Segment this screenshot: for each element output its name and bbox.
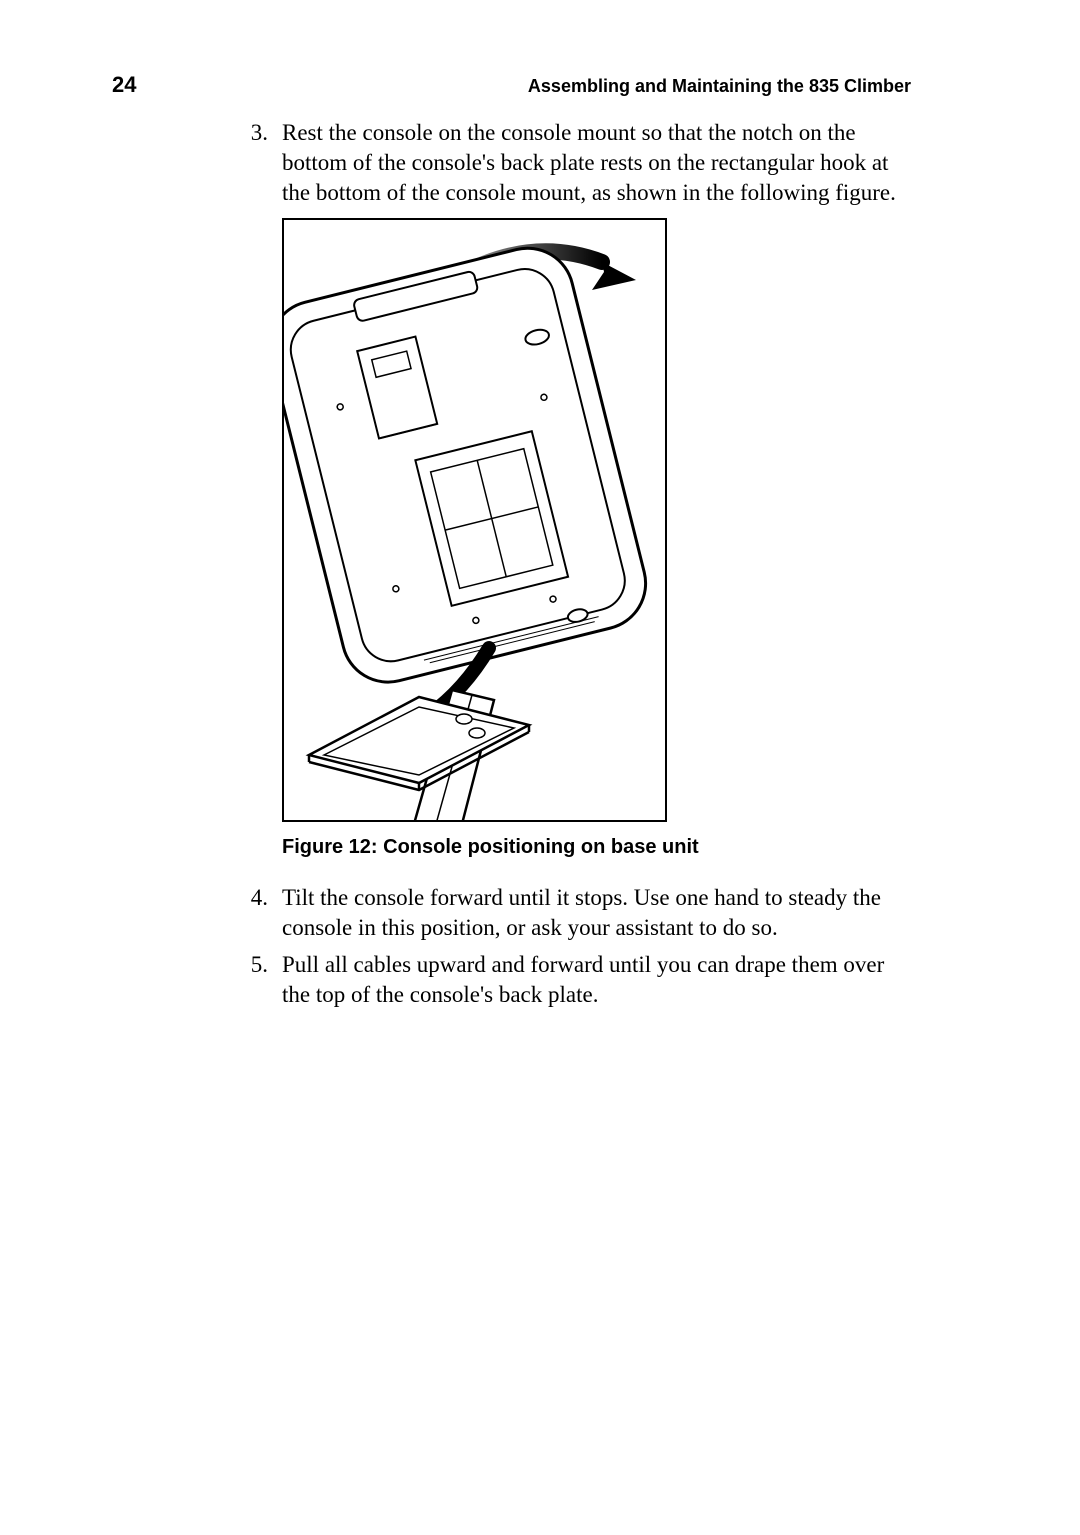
header-title: Assembling and Maintaining the 835 Climb… xyxy=(528,76,911,97)
console-diagram-svg xyxy=(284,220,667,822)
figure-12-caption: Figure 12: Console positioning on base u… xyxy=(282,836,908,859)
step-4-number: 4. xyxy=(238,883,282,943)
step-3-number: 3. xyxy=(238,118,282,208)
step-3: 3. Rest the console on the console mount… xyxy=(238,118,908,208)
page-content: 3. Rest the console on the console mount… xyxy=(238,118,908,1018)
step-4-text: Tilt the console forward until it stops.… xyxy=(282,883,908,943)
page-number: 24 xyxy=(112,72,136,98)
step-5-number: 5. xyxy=(238,950,282,1010)
step-5-text: Pull all cables upward and forward until… xyxy=(282,950,908,1010)
step-5: 5. Pull all cables upward and forward un… xyxy=(238,950,908,1010)
step-3-text: Rest the console on the console mount so… xyxy=(282,118,908,208)
figure-12-illustration xyxy=(282,218,667,822)
step-4: 4. Tilt the console forward until it sto… xyxy=(238,883,908,943)
